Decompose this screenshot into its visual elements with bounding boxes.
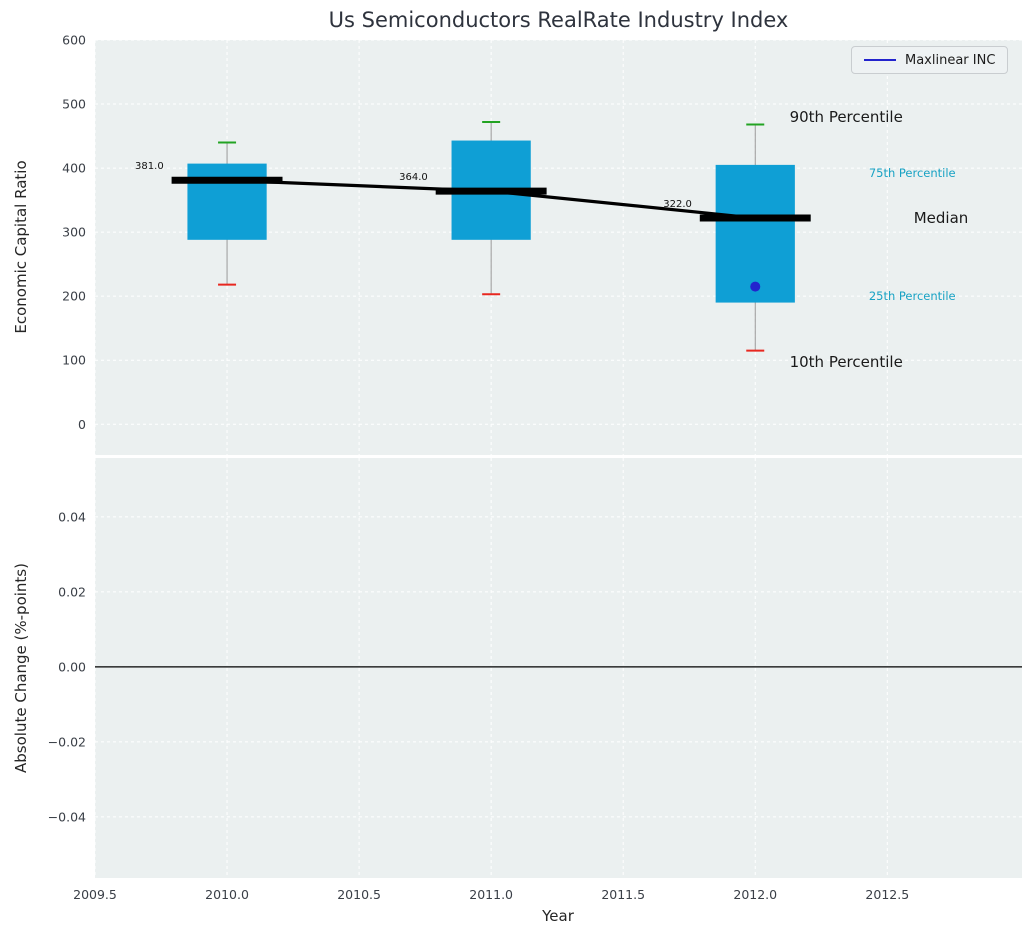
median-value-label-2012: 322.0 — [663, 199, 692, 211]
annotation-90th-percentile: 90th Percentile — [789, 107, 903, 126]
y-tick-label-bottom: 0.04 — [58, 509, 86, 524]
y-tick-label-top: 500 — [62, 97, 86, 112]
y-tick-label-top: 200 — [62, 289, 86, 304]
y-tick-label-bottom: −0.02 — [48, 734, 86, 749]
y-tick-label-top: 400 — [62, 161, 86, 176]
legend-line-sample — [864, 59, 896, 61]
bottom-ylabel: Absolute Change (%-points) — [12, 563, 30, 773]
x-axis-label: Year — [542, 907, 574, 925]
x-tick-label: 2012.5 — [865, 887, 909, 902]
company-point — [750, 281, 761, 292]
x-tick-label: 2011.0 — [469, 887, 513, 902]
median-value-label-2011: 364.0 — [399, 172, 428, 184]
annotation-75th-percentile: 75th Percentile — [868, 166, 956, 181]
x-tick-label: 2010.5 — [337, 887, 381, 902]
x-tick-label: 2011.5 — [601, 887, 645, 902]
y-tick-label-top: 0 — [78, 417, 86, 432]
legend: Maxlinear INC — [851, 46, 1009, 74]
x-tick-label: 2010.0 — [205, 887, 249, 902]
annotation-25th-percentile: 25th Percentile — [868, 289, 956, 304]
y-tick-label-bottom: 0.02 — [58, 584, 86, 599]
median-value-label-2010: 381.0 — [135, 161, 164, 173]
iqr-box — [715, 164, 795, 303]
x-tick-label: 2012.0 — [733, 887, 777, 902]
y-tick-label-top: 100 — [62, 353, 86, 368]
y-tick-label-bottom: −0.04 — [48, 809, 86, 824]
top-panel-background — [95, 40, 1022, 455]
y-tick-label-top: 600 — [62, 33, 86, 48]
annotation-10th-percentile: 10th Percentile — [789, 353, 903, 372]
y-tick-label-bottom: 0.00 — [58, 659, 86, 674]
chart-title: Us Semiconductors RealRate Industry Inde… — [328, 8, 789, 32]
y-tick-label-top: 300 — [62, 225, 86, 240]
iqr-box — [187, 163, 267, 240]
top-ylabel: Economic Capital Ratio — [12, 160, 30, 334]
bottom-panel-background — [95, 458, 1022, 878]
annotation-median: Median — [913, 209, 969, 228]
x-tick-label: 2009.5 — [73, 887, 117, 902]
legend-label: Maxlinear INC — [905, 52, 996, 68]
